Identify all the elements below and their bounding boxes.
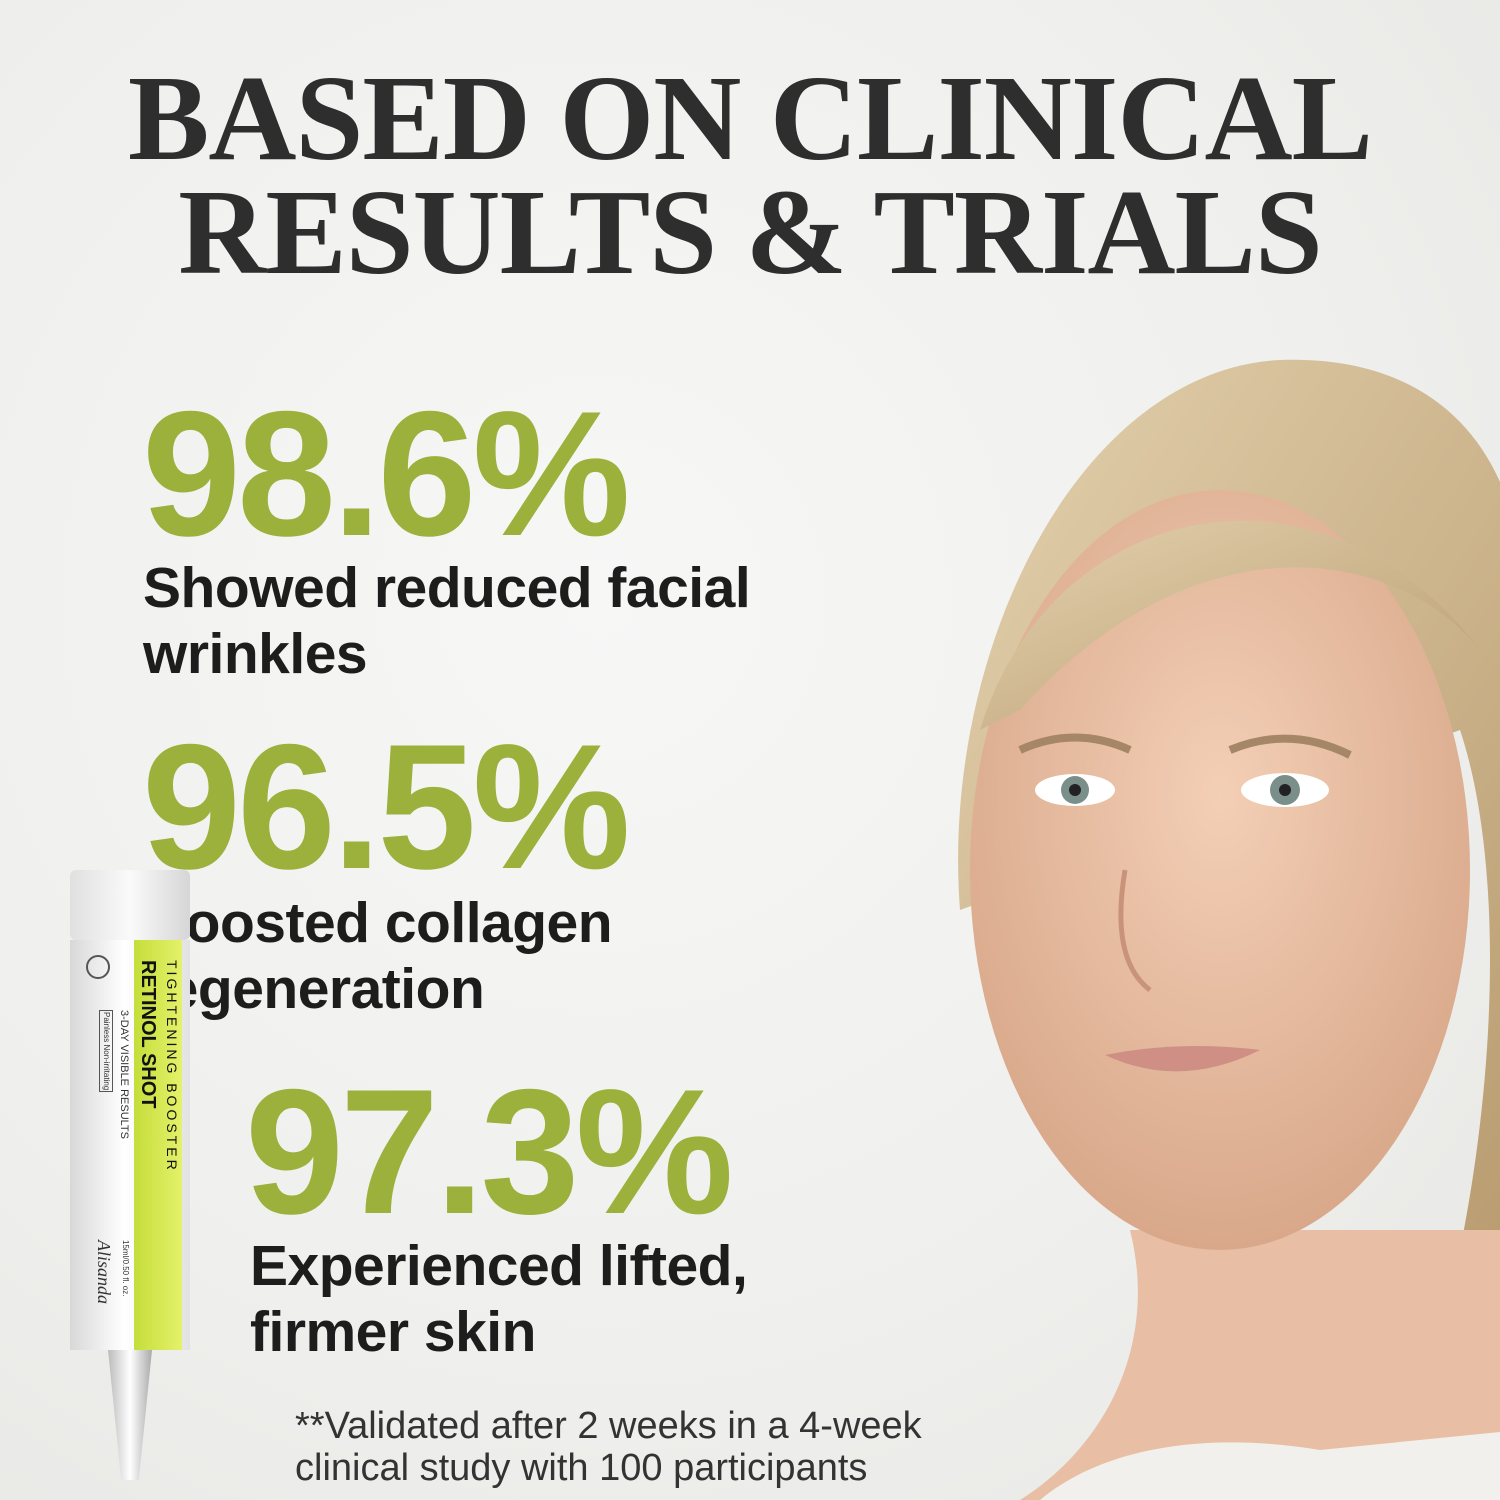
product-subtitle: TIGHTENING BOOSTER: [164, 960, 180, 1173]
cross-badge-icon: [86, 955, 110, 979]
stat-desc-line: Boosted collagen: [145, 891, 613, 955]
stat-value-3: 97.3%: [245, 1052, 734, 1251]
product-name: RETINOL SHOT: [137, 960, 159, 1109]
stat-desc-line: firmer skin: [250, 1300, 536, 1364]
stat-desc-1: Showed reduced facial wrinkles: [143, 555, 751, 687]
stat-desc-2: Boosted collagen regeneration: [145, 890, 613, 1022]
headline-line1: BASED ON CLINICAL: [128, 51, 1373, 186]
footnote: **Validated after 2 weeks in a 4-week cl…: [295, 1405, 922, 1489]
stat-desc-3: Experienced lifted, firmer skin: [250, 1233, 748, 1365]
product-claim: 3-DAY VISIBLE RESULTS: [118, 1010, 130, 1139]
stat-value-1: 98.6%: [142, 374, 631, 573]
brand-logo: Alisanda: [94, 1240, 114, 1305]
product-tube: RETINOL SHOT TIGHTENING BOOSTER 3-DAY VI…: [70, 870, 190, 1480]
footnote-line: clinical study with 100 participants: [295, 1447, 868, 1489]
stat-desc-line: Showed reduced facial: [143, 556, 751, 620]
tube-body: RETINOL SHOT TIGHTENING BOOSTER 3-DAY VI…: [70, 940, 190, 1350]
product-size: 15ml/0.50 fl. oz.: [121, 1240, 130, 1297]
footnote-line: **Validated after 2 weeks in a 4-week: [295, 1405, 922, 1447]
product-tag: Painless Non-irritating: [99, 1010, 113, 1093]
tube-label-band: [134, 940, 182, 1350]
headline-line2: RESULTS & TRIALS: [178, 165, 1323, 300]
stat-desc-line: Experienced lifted,: [250, 1234, 748, 1298]
stat-desc-line: wrinkles: [143, 622, 368, 686]
stat-value-2: 96.5%: [142, 707, 631, 906]
stat-desc-line: regeneration: [145, 957, 485, 1021]
tube-cap: [70, 870, 190, 940]
woman-portrait: [958, 359, 1500, 1500]
tube-nozzle: [108, 1350, 152, 1480]
